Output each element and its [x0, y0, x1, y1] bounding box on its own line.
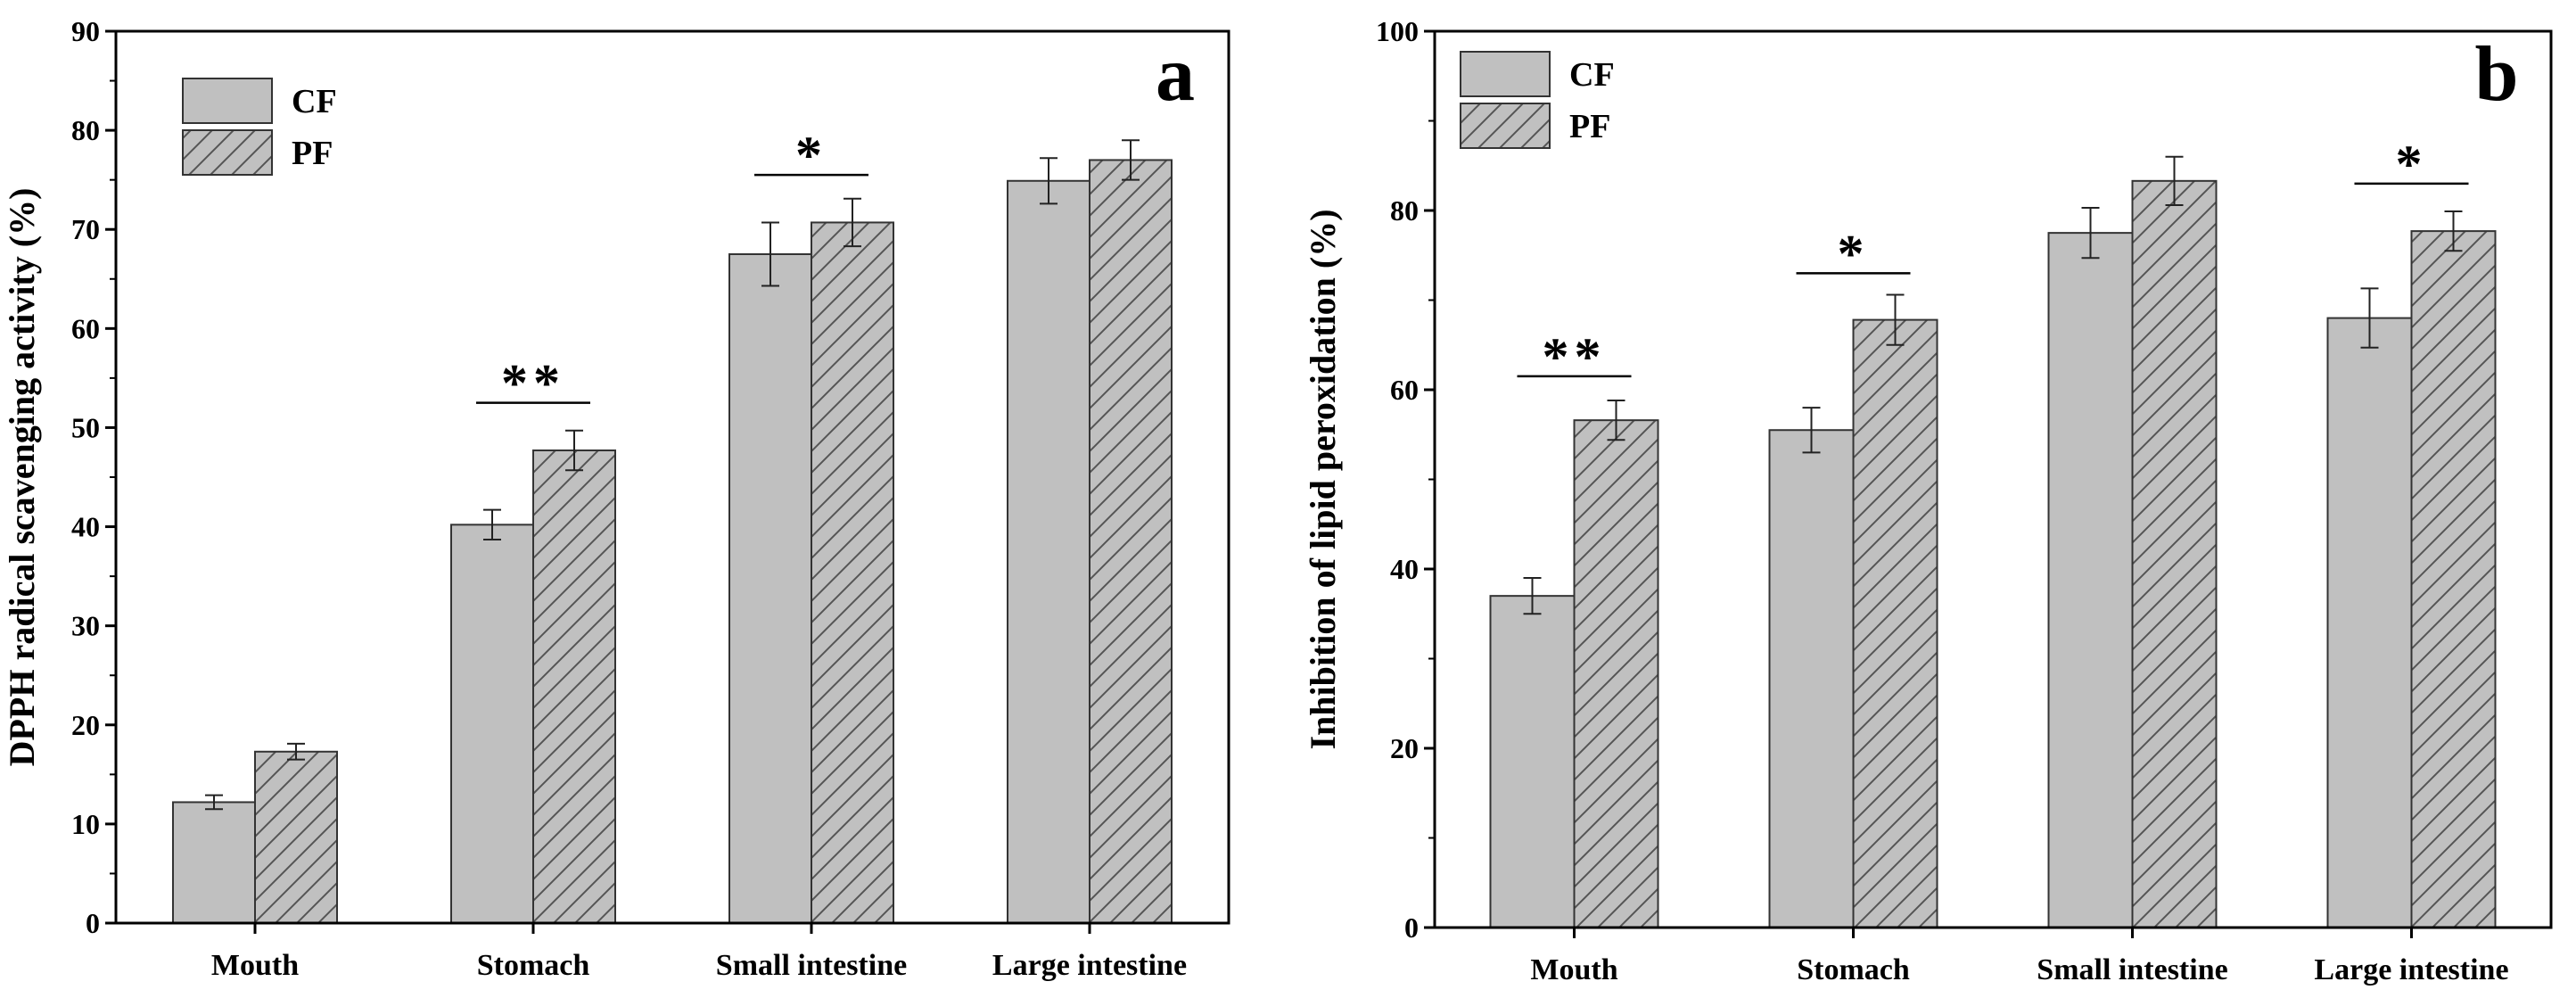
y-tick-label: 60	[1390, 374, 1419, 406]
legend-label-pf: PF	[292, 135, 333, 172]
significance-label: *	[2396, 135, 2428, 194]
legend-swatch-cf	[182, 78, 273, 124]
bar-pf-large-intestine	[1089, 159, 1173, 924]
bar-cf-mouth	[172, 801, 256, 925]
legend-label-cf: CF	[1569, 56, 1615, 94]
bar-pf-small-intestine	[2131, 179, 2218, 928]
bar-cf-large-intestine	[2326, 317, 2413, 929]
bar-pf-stomach	[1852, 318, 1938, 928]
y-tick-label: 60	[71, 312, 100, 344]
y-tick-label: 0	[86, 907, 100, 939]
x-tick-label: Small intestine	[2037, 953, 2227, 986]
bar-cf-stomach	[450, 524, 534, 924]
y-tick-label: 100	[1376, 15, 1419, 47]
y-tick-label: 20	[1390, 732, 1419, 764]
legend-swatch-cf	[1460, 51, 1551, 97]
y-tick-label: 70	[71, 213, 100, 245]
y-tick-label: 10	[71, 808, 100, 840]
y-tick-label: 80	[71, 114, 100, 146]
legend-label-pf: PF	[1569, 108, 1610, 145]
y-tick-label: 20	[71, 709, 100, 741]
x-tick-label: Large intestine	[2314, 953, 2508, 986]
panel-letter: b	[2475, 31, 2519, 118]
y-tick-label: 0	[1404, 911, 1419, 944]
legend-swatch-pf	[1460, 103, 1551, 149]
significance-label: **	[1543, 327, 1607, 386]
y-tick-label: 40	[71, 511, 100, 543]
significance-label: **	[501, 354, 565, 413]
bar-cf-large-intestine	[1007, 179, 1090, 924]
significance-label: *	[795, 126, 827, 185]
bar-pf-small-intestine	[811, 221, 894, 924]
bar-pf-stomach	[532, 450, 616, 924]
legend-swatch-pf	[182, 129, 273, 176]
bar-pf-large-intestine	[2410, 230, 2497, 928]
y-tick-label: 40	[1390, 553, 1419, 585]
bar-pf-mouth	[254, 750, 338, 924]
x-tick-label: Small intestine	[716, 949, 907, 982]
bar-cf-small-intestine	[2047, 232, 2134, 928]
x-tick-label: Stomach	[1797, 953, 1910, 986]
y-tick-label: 50	[71, 411, 100, 443]
significance-label: *	[1838, 224, 1870, 283]
bar-cf-mouth	[1489, 595, 1576, 929]
bar-cf-stomach	[1768, 429, 1855, 929]
chart-panel-b: Mouth Stomach Small intestine Large intesti…	[1303, 15, 2553, 986]
x-tick-label: Large intestine	[992, 949, 1187, 982]
bar-pf-mouth	[1573, 419, 1659, 929]
legend-label-cf: CF	[292, 83, 337, 120]
y-axis-title: DPPH radical scavenging activity (%)	[2, 188, 42, 767]
bar-cf-small-intestine	[728, 253, 812, 924]
x-tick-label: Stomach	[477, 949, 590, 982]
y-tick-label: 80	[1390, 194, 1419, 227]
x-tick-label: Mouth	[211, 949, 299, 982]
y-axis-title: Inhibition of lipid peroxidation (%)	[1303, 209, 1343, 749]
x-tick-label: Mouth	[1530, 953, 1617, 986]
panel-letter: a	[1156, 31, 1195, 118]
y-tick-label: 90	[71, 15, 100, 47]
y-tick-label: 30	[71, 610, 100, 642]
chart-panel-a: Mouth Stomach Small intestine Large intesti…	[2, 15, 1230, 982]
